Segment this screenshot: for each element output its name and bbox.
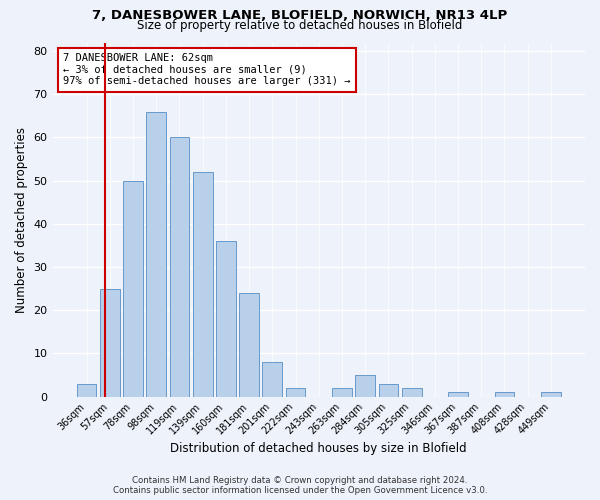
X-axis label: Distribution of detached houses by size in Blofield: Distribution of detached houses by size … bbox=[170, 442, 467, 455]
Text: 7 DANESBOWER LANE: 62sqm
← 3% of detached houses are smaller (9)
97% of semi-det: 7 DANESBOWER LANE: 62sqm ← 3% of detache… bbox=[63, 53, 350, 86]
Bar bbox=[216, 241, 236, 396]
Bar bbox=[541, 392, 561, 396]
Bar bbox=[262, 362, 282, 396]
Bar bbox=[402, 388, 422, 396]
Bar bbox=[239, 293, 259, 397]
Bar bbox=[286, 388, 305, 396]
Bar bbox=[448, 392, 468, 396]
Bar bbox=[170, 138, 190, 396]
Bar bbox=[332, 388, 352, 396]
Text: 7, DANESBOWER LANE, BLOFIELD, NORWICH, NR13 4LP: 7, DANESBOWER LANE, BLOFIELD, NORWICH, N… bbox=[92, 9, 508, 22]
Bar bbox=[355, 375, 375, 396]
Bar bbox=[379, 384, 398, 396]
Bar bbox=[77, 384, 97, 396]
Bar bbox=[100, 288, 119, 397]
Bar bbox=[146, 112, 166, 397]
Bar bbox=[193, 172, 212, 396]
Bar bbox=[494, 392, 514, 396]
Bar bbox=[123, 180, 143, 396]
Y-axis label: Number of detached properties: Number of detached properties bbox=[15, 126, 28, 312]
Text: Size of property relative to detached houses in Blofield: Size of property relative to detached ho… bbox=[137, 18, 463, 32]
Text: Contains HM Land Registry data © Crown copyright and database right 2024.
Contai: Contains HM Land Registry data © Crown c… bbox=[113, 476, 487, 495]
